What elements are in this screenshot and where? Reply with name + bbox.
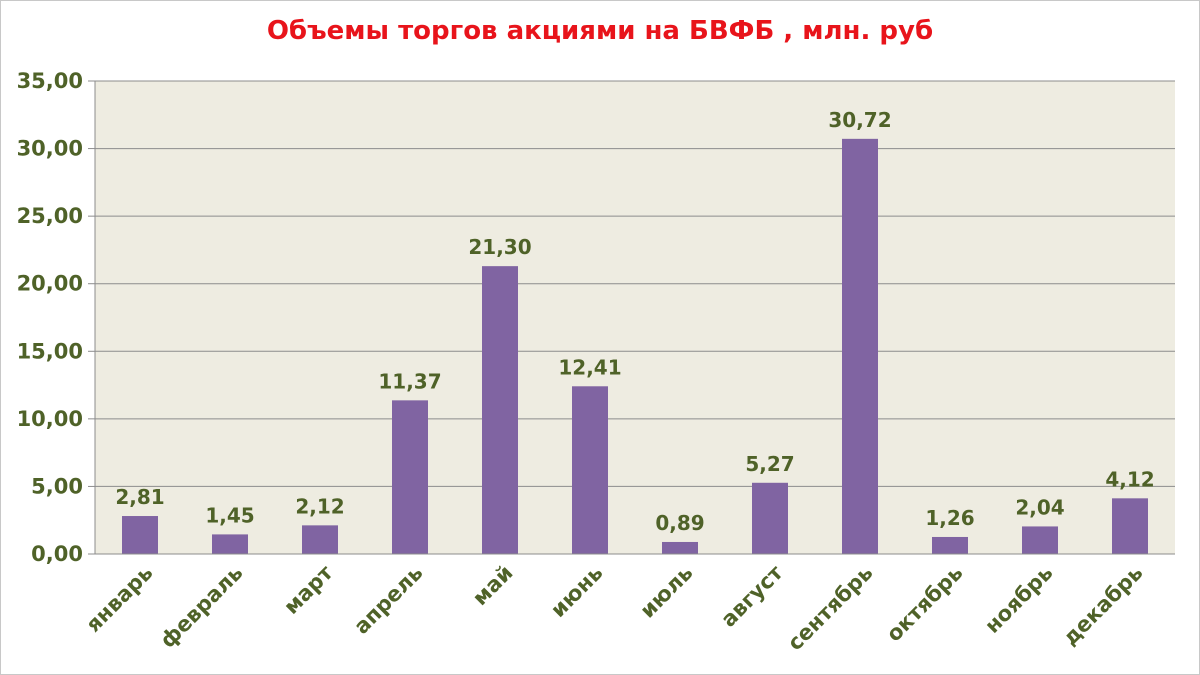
bar [572,386,608,554]
x-tick-label: март [279,560,338,619]
x-tick-label: февраль [155,561,247,653]
y-tick-label: 10,00 [17,407,83,431]
x-tick-label: сентябрь [783,561,878,656]
x-tick-label: декабрь [1058,561,1148,651]
x-tick-label: август [716,560,788,632]
data-label: 2,81 [115,485,164,509]
x-tick-label: июнь [546,561,607,622]
data-label: 21,30 [468,235,531,259]
data-label: 12,41 [558,355,621,379]
bar [932,536,968,554]
data-label: 30,72 [828,108,891,132]
x-tick-label: июль [635,561,697,623]
data-label: 2,04 [1015,495,1064,519]
bar [1022,526,1058,554]
bar [752,482,788,554]
data-label: 0,89 [655,511,704,535]
data-label: 5,27 [745,452,794,476]
bar [212,534,248,554]
bar [482,266,518,554]
bar [662,541,698,554]
x-tick-label: октябрь [882,561,968,647]
y-tick-label: 5,00 [31,474,83,498]
bar [842,138,878,555]
y-tick-label: 25,00 [17,204,83,228]
gridlines [95,80,1175,555]
bar [122,516,158,554]
data-label: 4,12 [1105,467,1154,491]
bars [122,138,1148,555]
y-tick-label: 0,00 [31,542,83,566]
data-label: 1,26 [925,506,974,530]
x-tick-label: апрель [349,561,427,639]
data-label: 1,45 [205,503,254,527]
chart-title: Объемы торгов акциями на БВФБ , млн. руб [266,16,934,46]
y-tick-label: 20,00 [17,272,83,296]
bar [302,525,338,554]
y-tick-label: 15,00 [17,339,83,363]
plot-area [95,81,1175,554]
bar [392,400,428,554]
y-tick-label: 30,00 [17,137,83,161]
x-tick-label: май [468,561,518,611]
data-labels: 2,81 1,45 2,12 11,37 21,30 12,41 0,89 5,27 30,72… [115,108,1154,535]
x-tick-label: январь [81,561,157,637]
data-label: 2,12 [295,494,344,518]
y-tick-label: 35,00 [17,69,83,93]
data-label: 11,37 [378,369,441,393]
bar [1112,498,1148,554]
x-tick-label: ноябрь [980,561,1057,638]
y-axis: 0,00 5,00 10,00 15,00 20,00 25,00 30,00 35,00 [17,69,96,566]
